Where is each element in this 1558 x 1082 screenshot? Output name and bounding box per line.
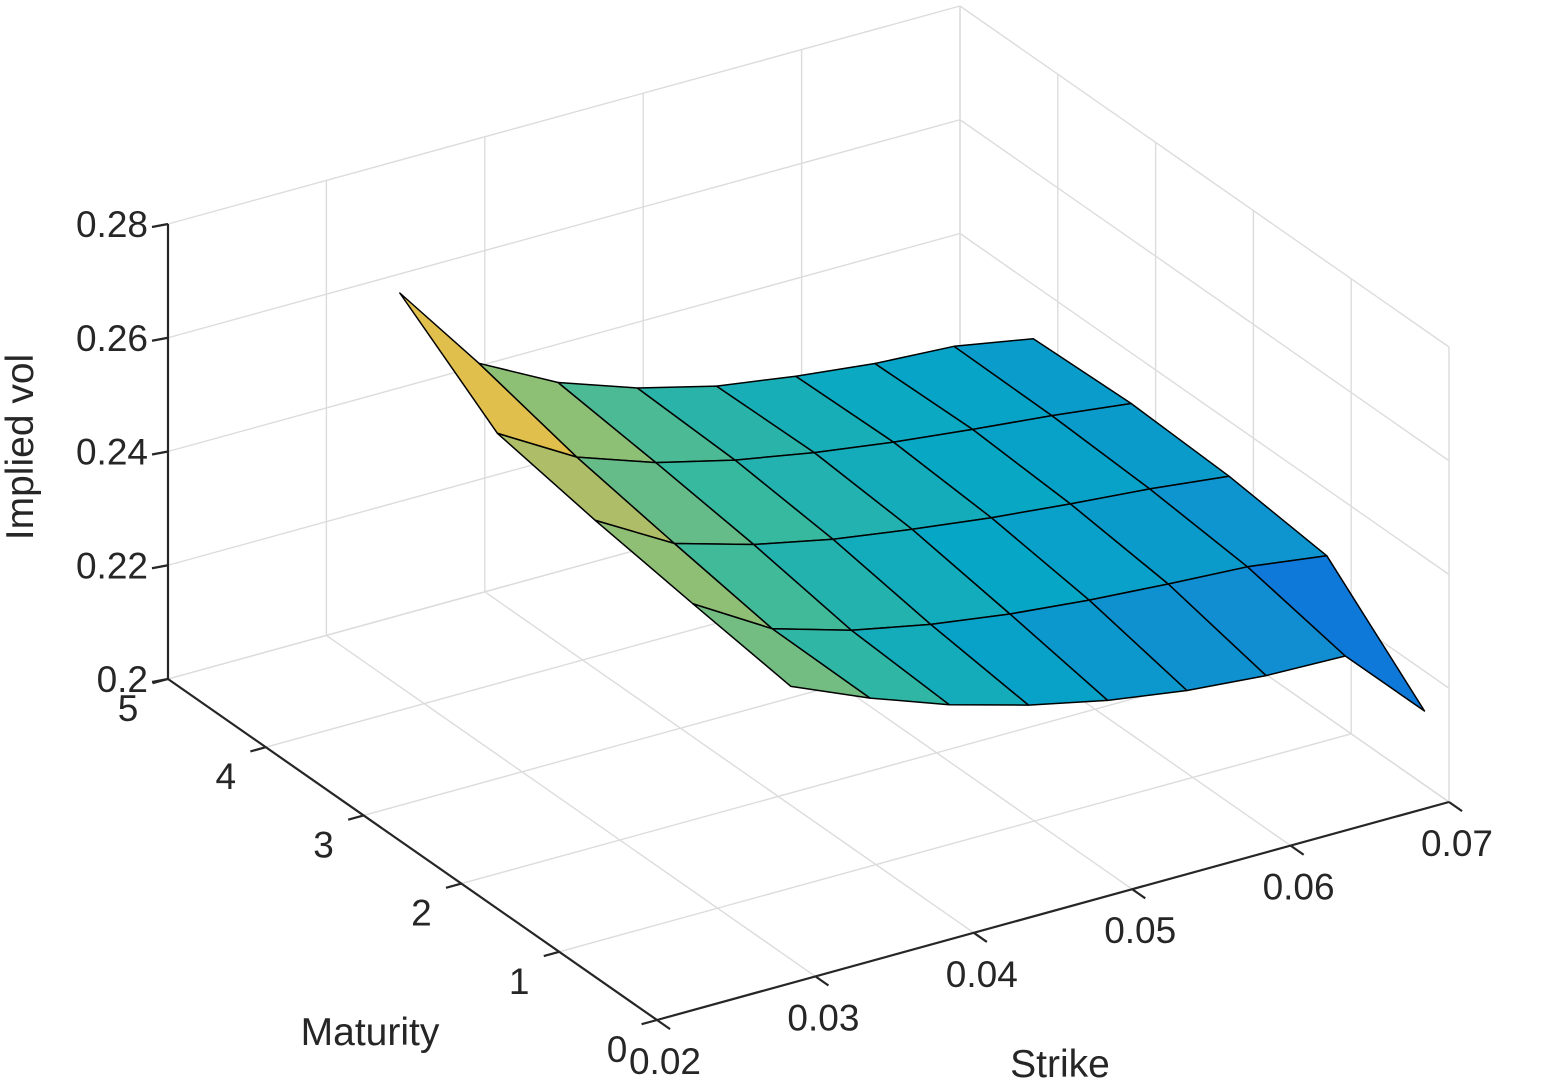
x-tick-0 [656, 1019, 671, 1031]
y-tick-4 [250, 746, 267, 753]
x-tick-label: 0.07 [1421, 823, 1493, 864]
y-axis-label: Maturity [301, 1011, 440, 1054]
z-tick-4 [151, 222, 169, 229]
x-tick-label: 0.06 [1263, 867, 1335, 908]
y-axis-line [167, 678, 658, 1021]
z-tick-label: 0.24 [76, 432, 148, 473]
axes-layer [151, 222, 1463, 1031]
z-tick-label: 0.28 [76, 204, 148, 245]
y-tick-label: 3 [313, 824, 334, 865]
floor-grid-x-2 [484, 591, 975, 934]
x-tick-label: 0.02 [629, 1041, 701, 1082]
x-tick-4 [1289, 844, 1305, 856]
x-tick-label: 0.03 [787, 997, 859, 1038]
y-tick-label: 2 [411, 893, 432, 934]
side-grid-z-3 [959, 119, 1450, 462]
floor-grid-x-1 [325, 634, 816, 977]
y-tick-label: 4 [216, 756, 237, 797]
x-axis-line [656, 800, 1450, 1022]
z-tick-label: 0.2 [97, 659, 148, 700]
y-tick-2 [445, 882, 462, 889]
x-tick-2 [973, 931, 988, 943]
z-tick-label: 0.26 [76, 318, 148, 359]
y-tick-3 [347, 814, 364, 821]
y-tick-0 [641, 1018, 658, 1026]
y-tick-label: 0 [607, 1029, 628, 1070]
z-axis-label: Implied vol [0, 354, 42, 540]
surface [399, 292, 1426, 712]
z-tick-label: 0.22 [76, 545, 148, 586]
x-tick-label: 0.04 [946, 954, 1018, 995]
x-tick-1 [814, 975, 830, 987]
floor-grid-y-2 [461, 664, 1254, 885]
side-grid-z-2 [959, 232, 1450, 576]
back-grid-z-4 [167, 5, 961, 225]
y-tick-label: 5 [118, 688, 139, 729]
y-tick-label: 1 [509, 961, 530, 1002]
x-tick-5 [1448, 801, 1463, 813]
z-tick-2 [151, 450, 169, 456]
x-axis-label: Strike [1010, 1043, 1110, 1082]
z-tick-0 [151, 677, 169, 684]
y-tick-1 [543, 950, 560, 958]
x-tick-label: 0.05 [1104, 910, 1176, 951]
back-grid-z-3 [167, 119, 961, 339]
floor-grid-y-1 [559, 733, 1352, 953]
x-tick-3 [1131, 888, 1146, 900]
tick-labels: 0.02 0.03 0.04 0.05 0.06 0.07 0 1 2 3 4 50.2 0.22 0.2… [76, 204, 1493, 1082]
z-tick-3 [151, 336, 169, 342]
side-grid-z-4 [959, 5, 1450, 348]
z-tick-1 [151, 564, 169, 570]
back-grid-z-2 [167, 232, 961, 453]
surface-patch-0-7 [1246, 555, 1426, 712]
